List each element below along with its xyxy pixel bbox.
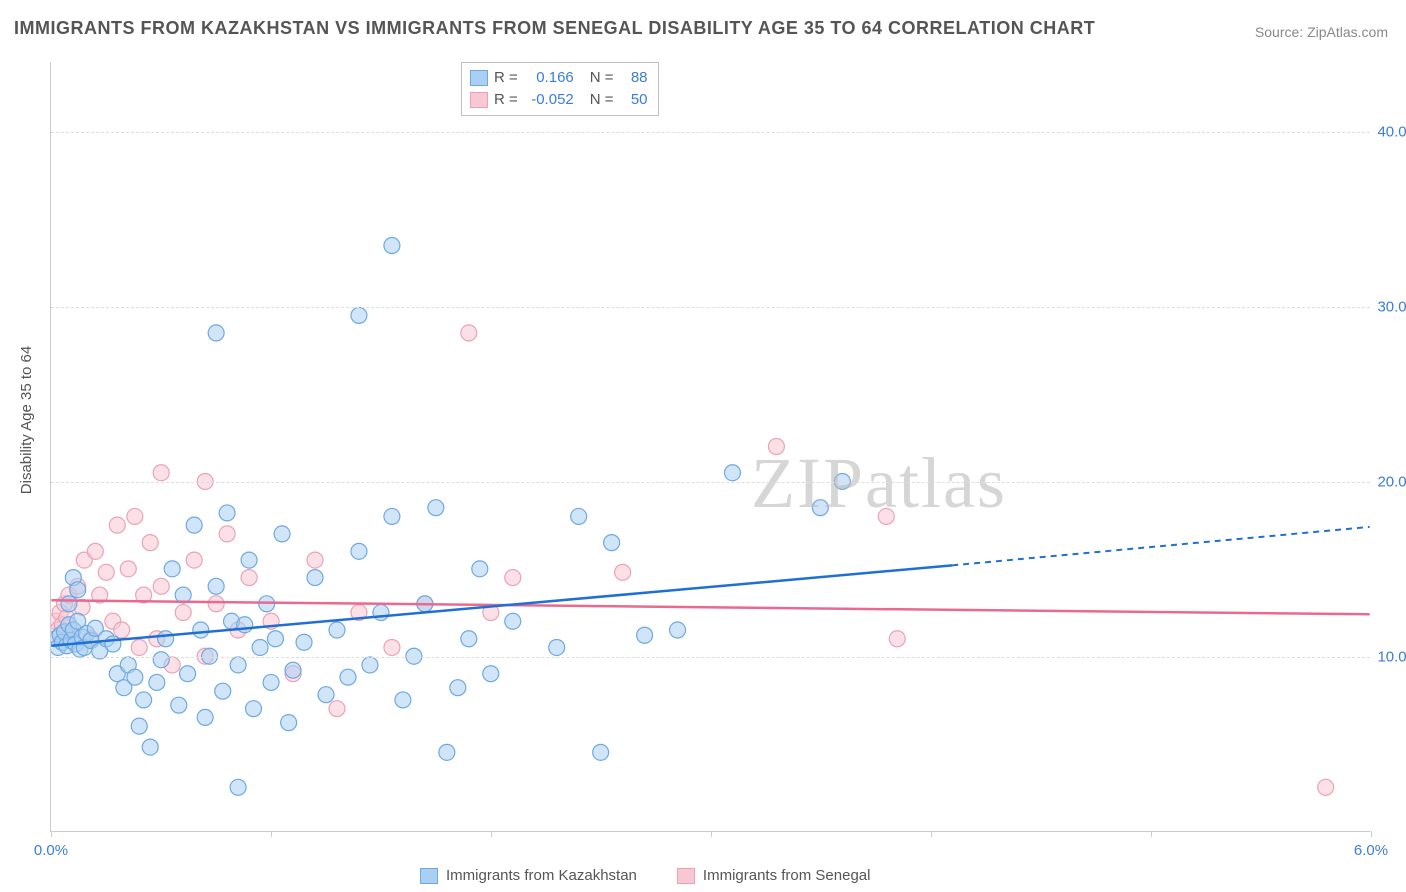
grid-line xyxy=(51,657,1370,658)
y-tick-label: 10.0% xyxy=(1372,649,1406,666)
swatch-series1 xyxy=(420,868,438,884)
x-tick-label: 6.0% xyxy=(1354,842,1388,859)
legend-label-series2: Immigrants from Senegal xyxy=(703,867,871,884)
scatter-plot-svg xyxy=(51,62,1370,831)
n-value-series2: 50 xyxy=(620,89,648,111)
stats-row-series1: R = 0.166 N = 88 xyxy=(470,67,648,89)
r-value-series2: -0.052 xyxy=(524,89,574,111)
x-tick xyxy=(711,831,712,837)
r-value-series1: 0.166 xyxy=(524,67,574,89)
swatch-series2 xyxy=(677,868,695,884)
r-label: R = xyxy=(494,67,518,89)
grid-line xyxy=(51,307,1370,308)
x-tick xyxy=(51,831,52,837)
correlation-stats-box: R = 0.166 N = 88 R = -0.052 N = 50 xyxy=(461,62,659,116)
x-tick-label: 0.0% xyxy=(34,842,68,859)
n-label: N = xyxy=(590,89,614,111)
grid-line xyxy=(51,132,1370,133)
grid-line xyxy=(51,482,1370,483)
bottom-legend: Immigrants from Kazakhstan Immigrants fr… xyxy=(420,867,870,884)
x-tick xyxy=(1371,831,1372,837)
y-tick-label: 40.0% xyxy=(1372,124,1406,141)
n-label: N = xyxy=(590,67,614,89)
x-tick xyxy=(1151,831,1152,837)
swatch-series2 xyxy=(470,92,488,108)
legend-item-series2: Immigrants from Senegal xyxy=(677,867,871,884)
chart-plot-area: R = 0.166 N = 88 R = -0.052 N = 50 ZIPat… xyxy=(50,62,1370,832)
x-tick xyxy=(271,831,272,837)
n-value-series1: 88 xyxy=(620,67,648,89)
swatch-series1 xyxy=(470,70,488,86)
r-label: R = xyxy=(494,89,518,111)
y-tick-label: 20.0% xyxy=(1372,474,1406,491)
x-tick xyxy=(491,831,492,837)
y-axis-label: Disability Age 35 to 64 xyxy=(18,346,35,494)
source-label: Source: ZipAtlas.com xyxy=(1255,24,1388,40)
legend-item-series1: Immigrants from Kazakhstan xyxy=(420,867,637,884)
stats-row-series2: R = -0.052 N = 50 xyxy=(470,89,648,111)
y-tick-label: 30.0% xyxy=(1372,299,1406,316)
chart-title: IMMIGRANTS FROM KAZAKHSTAN VS IMMIGRANTS… xyxy=(14,18,1095,39)
x-tick xyxy=(931,831,932,837)
legend-label-series1: Immigrants from Kazakhstan xyxy=(446,867,637,884)
